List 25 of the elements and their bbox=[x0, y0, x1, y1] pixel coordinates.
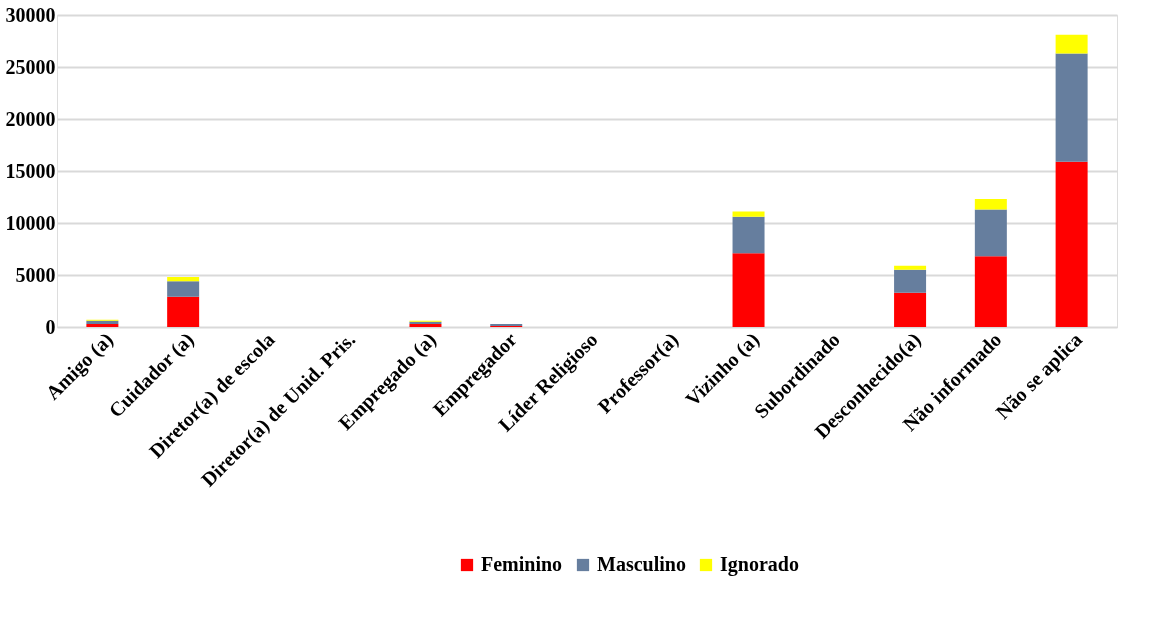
bar bbox=[167, 277, 200, 282]
bar bbox=[1055, 34, 1088, 54]
bar bbox=[167, 296, 200, 327]
y-tick-label: 30000 bbox=[5, 3, 56, 26]
y-tick-label: 20000 bbox=[5, 107, 56, 130]
y-tick-label: 15000 bbox=[5, 159, 56, 182]
bar bbox=[167, 281, 200, 297]
bar bbox=[974, 209, 1007, 257]
y-tick-label: 0 bbox=[45, 315, 56, 338]
bar bbox=[732, 211, 765, 217]
y-tick-label: 10000 bbox=[5, 211, 56, 234]
legend-label: Ignorado bbox=[720, 553, 799, 576]
y-tick-label: 25000 bbox=[5, 55, 56, 78]
bar bbox=[974, 199, 1007, 210]
legend-label: Feminino bbox=[481, 553, 563, 575]
bar bbox=[974, 256, 1007, 327]
bar bbox=[894, 292, 927, 327]
bar bbox=[1055, 53, 1088, 162]
bar bbox=[894, 265, 927, 270]
y-tick-label: 5000 bbox=[15, 263, 56, 286]
bar bbox=[732, 216, 765, 254]
bar bbox=[732, 253, 765, 327]
bar bbox=[1055, 161, 1088, 327]
legend-label: Masculino bbox=[597, 553, 686, 575]
bar bbox=[894, 269, 927, 293]
